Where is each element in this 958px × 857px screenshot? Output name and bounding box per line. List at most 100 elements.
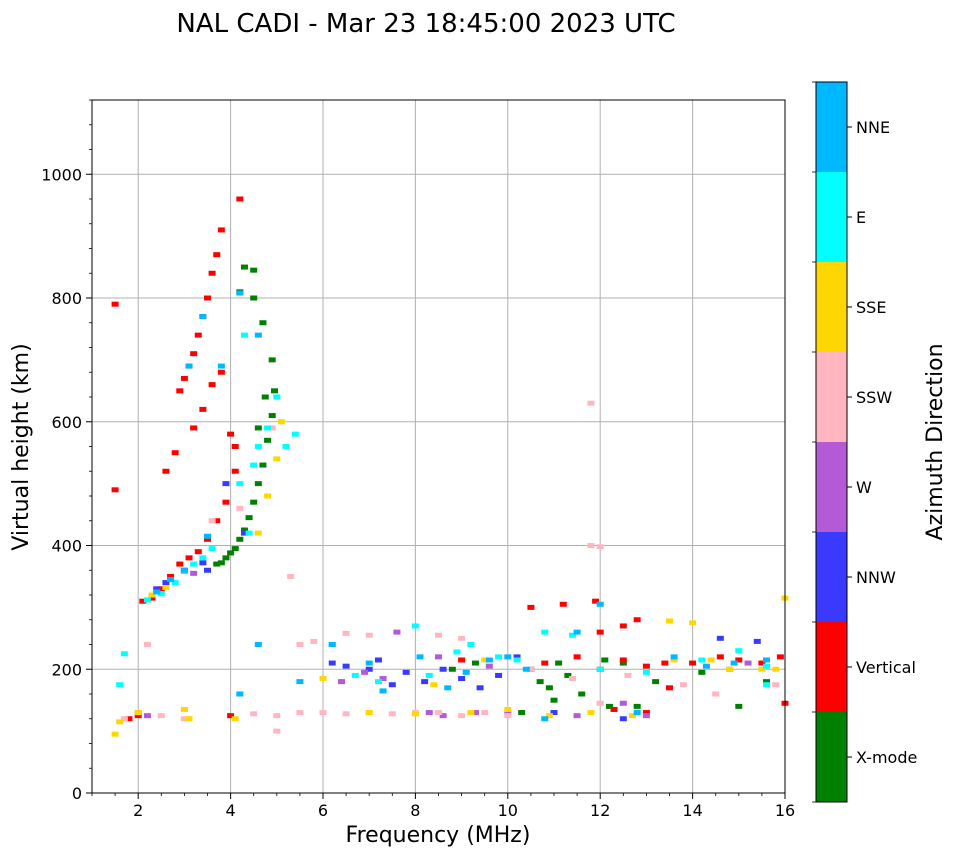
data-point-nne (328, 642, 336, 647)
data-point-w (439, 713, 447, 719)
data-point-e (541, 629, 549, 635)
data-point-vertical (222, 499, 230, 505)
data-point-vertical (661, 660, 669, 666)
data-point-nnw (342, 663, 350, 669)
data-point-e (698, 657, 706, 663)
data-point-nne (541, 716, 549, 722)
data-point-e (568, 632, 576, 638)
data-point-nnw (365, 666, 373, 672)
data-point-ssw (527, 666, 535, 672)
data-point-vertical (194, 332, 202, 338)
y-tick-label: 400 (51, 537, 82, 556)
data-point-x-mode (240, 264, 248, 270)
data-point-vertical (231, 468, 239, 474)
data-point-vertical (559, 601, 567, 607)
data-point-e (245, 530, 253, 536)
x-tick-label: 16 (775, 801, 795, 820)
data-point-ssw (679, 682, 687, 688)
data-point-vertical (213, 252, 221, 258)
x-tick-label: 4 (226, 801, 236, 820)
data-point-vertical (735, 657, 743, 663)
data-point-sse (231, 716, 239, 722)
data-point-w (190, 570, 198, 576)
data-point-sse (319, 676, 327, 682)
colorbar-segment (816, 442, 847, 532)
colorbar-tick-label: Vertical (856, 658, 916, 677)
data-point-sse (758, 666, 766, 672)
data-point-w (393, 629, 401, 635)
data-point-ssw (236, 505, 244, 511)
x-tick-label: 10 (498, 801, 518, 820)
data-point-vertical (541, 660, 549, 666)
data-point-e (351, 672, 359, 678)
data-point-ssw (208, 518, 216, 524)
data-point-nnw (619, 716, 627, 722)
data-point-x-mode (236, 536, 244, 542)
data-point-x-mode (578, 691, 586, 697)
grid-lines (92, 100, 786, 794)
data-point-ssw (287, 573, 295, 579)
data-point-w (471, 710, 479, 716)
data-point-ssw (250, 711, 258, 717)
data-point-x-mode (619, 660, 627, 666)
data-point-e (190, 561, 198, 567)
data-point-x-mode (652, 679, 660, 685)
data-point-vertical (689, 660, 697, 666)
data-point-sse (411, 711, 419, 717)
data-point-vertical (758, 660, 766, 666)
data-point-nnw (550, 710, 558, 716)
data-point-sse (148, 592, 156, 598)
data-point-ssw (596, 544, 604, 550)
data-point-e (120, 651, 128, 657)
data-point-sse (772, 666, 780, 672)
data-point-x-mode (250, 295, 258, 301)
data-point-nnw (328, 660, 336, 666)
data-point-x-mode (259, 320, 267, 326)
data-point-ssw (624, 672, 632, 678)
data-point-nnw (402, 669, 410, 675)
colorbar-segment (816, 262, 847, 352)
colorbar-segment (816, 352, 847, 442)
data-point-ssw (319, 710, 327, 716)
data-point-ssw (712, 691, 720, 697)
data-point-e (254, 444, 262, 449)
data-point-nnw (495, 672, 503, 678)
data-point-ssw (458, 635, 466, 641)
data-point-e (735, 648, 743, 654)
data-point-ssw (342, 711, 350, 717)
colorbar-segment (816, 622, 847, 712)
data-point-vertical (208, 382, 216, 388)
data-point-x-mode (698, 669, 706, 675)
plot-frame (91, 99, 786, 794)
data-point-nne (153, 589, 161, 595)
data-point-vertical (190, 425, 198, 431)
data-point-vertical (776, 654, 784, 660)
data-point-nne (236, 691, 244, 697)
data-point-nnw (222, 481, 230, 487)
data-point-nnw (199, 560, 207, 566)
data-point-nne (236, 290, 244, 296)
data-point-vertical (458, 657, 466, 663)
data-point-vertical (176, 561, 184, 567)
data-point-w (504, 710, 512, 716)
data-point-e (208, 546, 216, 552)
colorbar-segment (816, 172, 847, 262)
colorbar-tick-label: E (856, 208, 866, 227)
data-point-nnw (458, 676, 466, 682)
data-point-x-mode (245, 515, 253, 521)
data-point-e (264, 425, 272, 431)
x-tick-label: 2 (133, 801, 143, 820)
data-point-x-mode (254, 425, 262, 431)
data-point-ssw (296, 710, 304, 716)
data-point-e (171, 580, 179, 586)
data-point-vertical (610, 706, 618, 712)
data-point-ssw (587, 400, 595, 406)
data-point-nne (167, 577, 175, 583)
data-point-w (744, 660, 752, 666)
data-point-e (374, 679, 382, 685)
data-point-nnw (162, 580, 170, 586)
data-point-ssw (268, 425, 276, 431)
data-point-vertical (633, 617, 641, 623)
data-point-vertical (213, 518, 221, 524)
data-point-x-mode (518, 710, 526, 716)
